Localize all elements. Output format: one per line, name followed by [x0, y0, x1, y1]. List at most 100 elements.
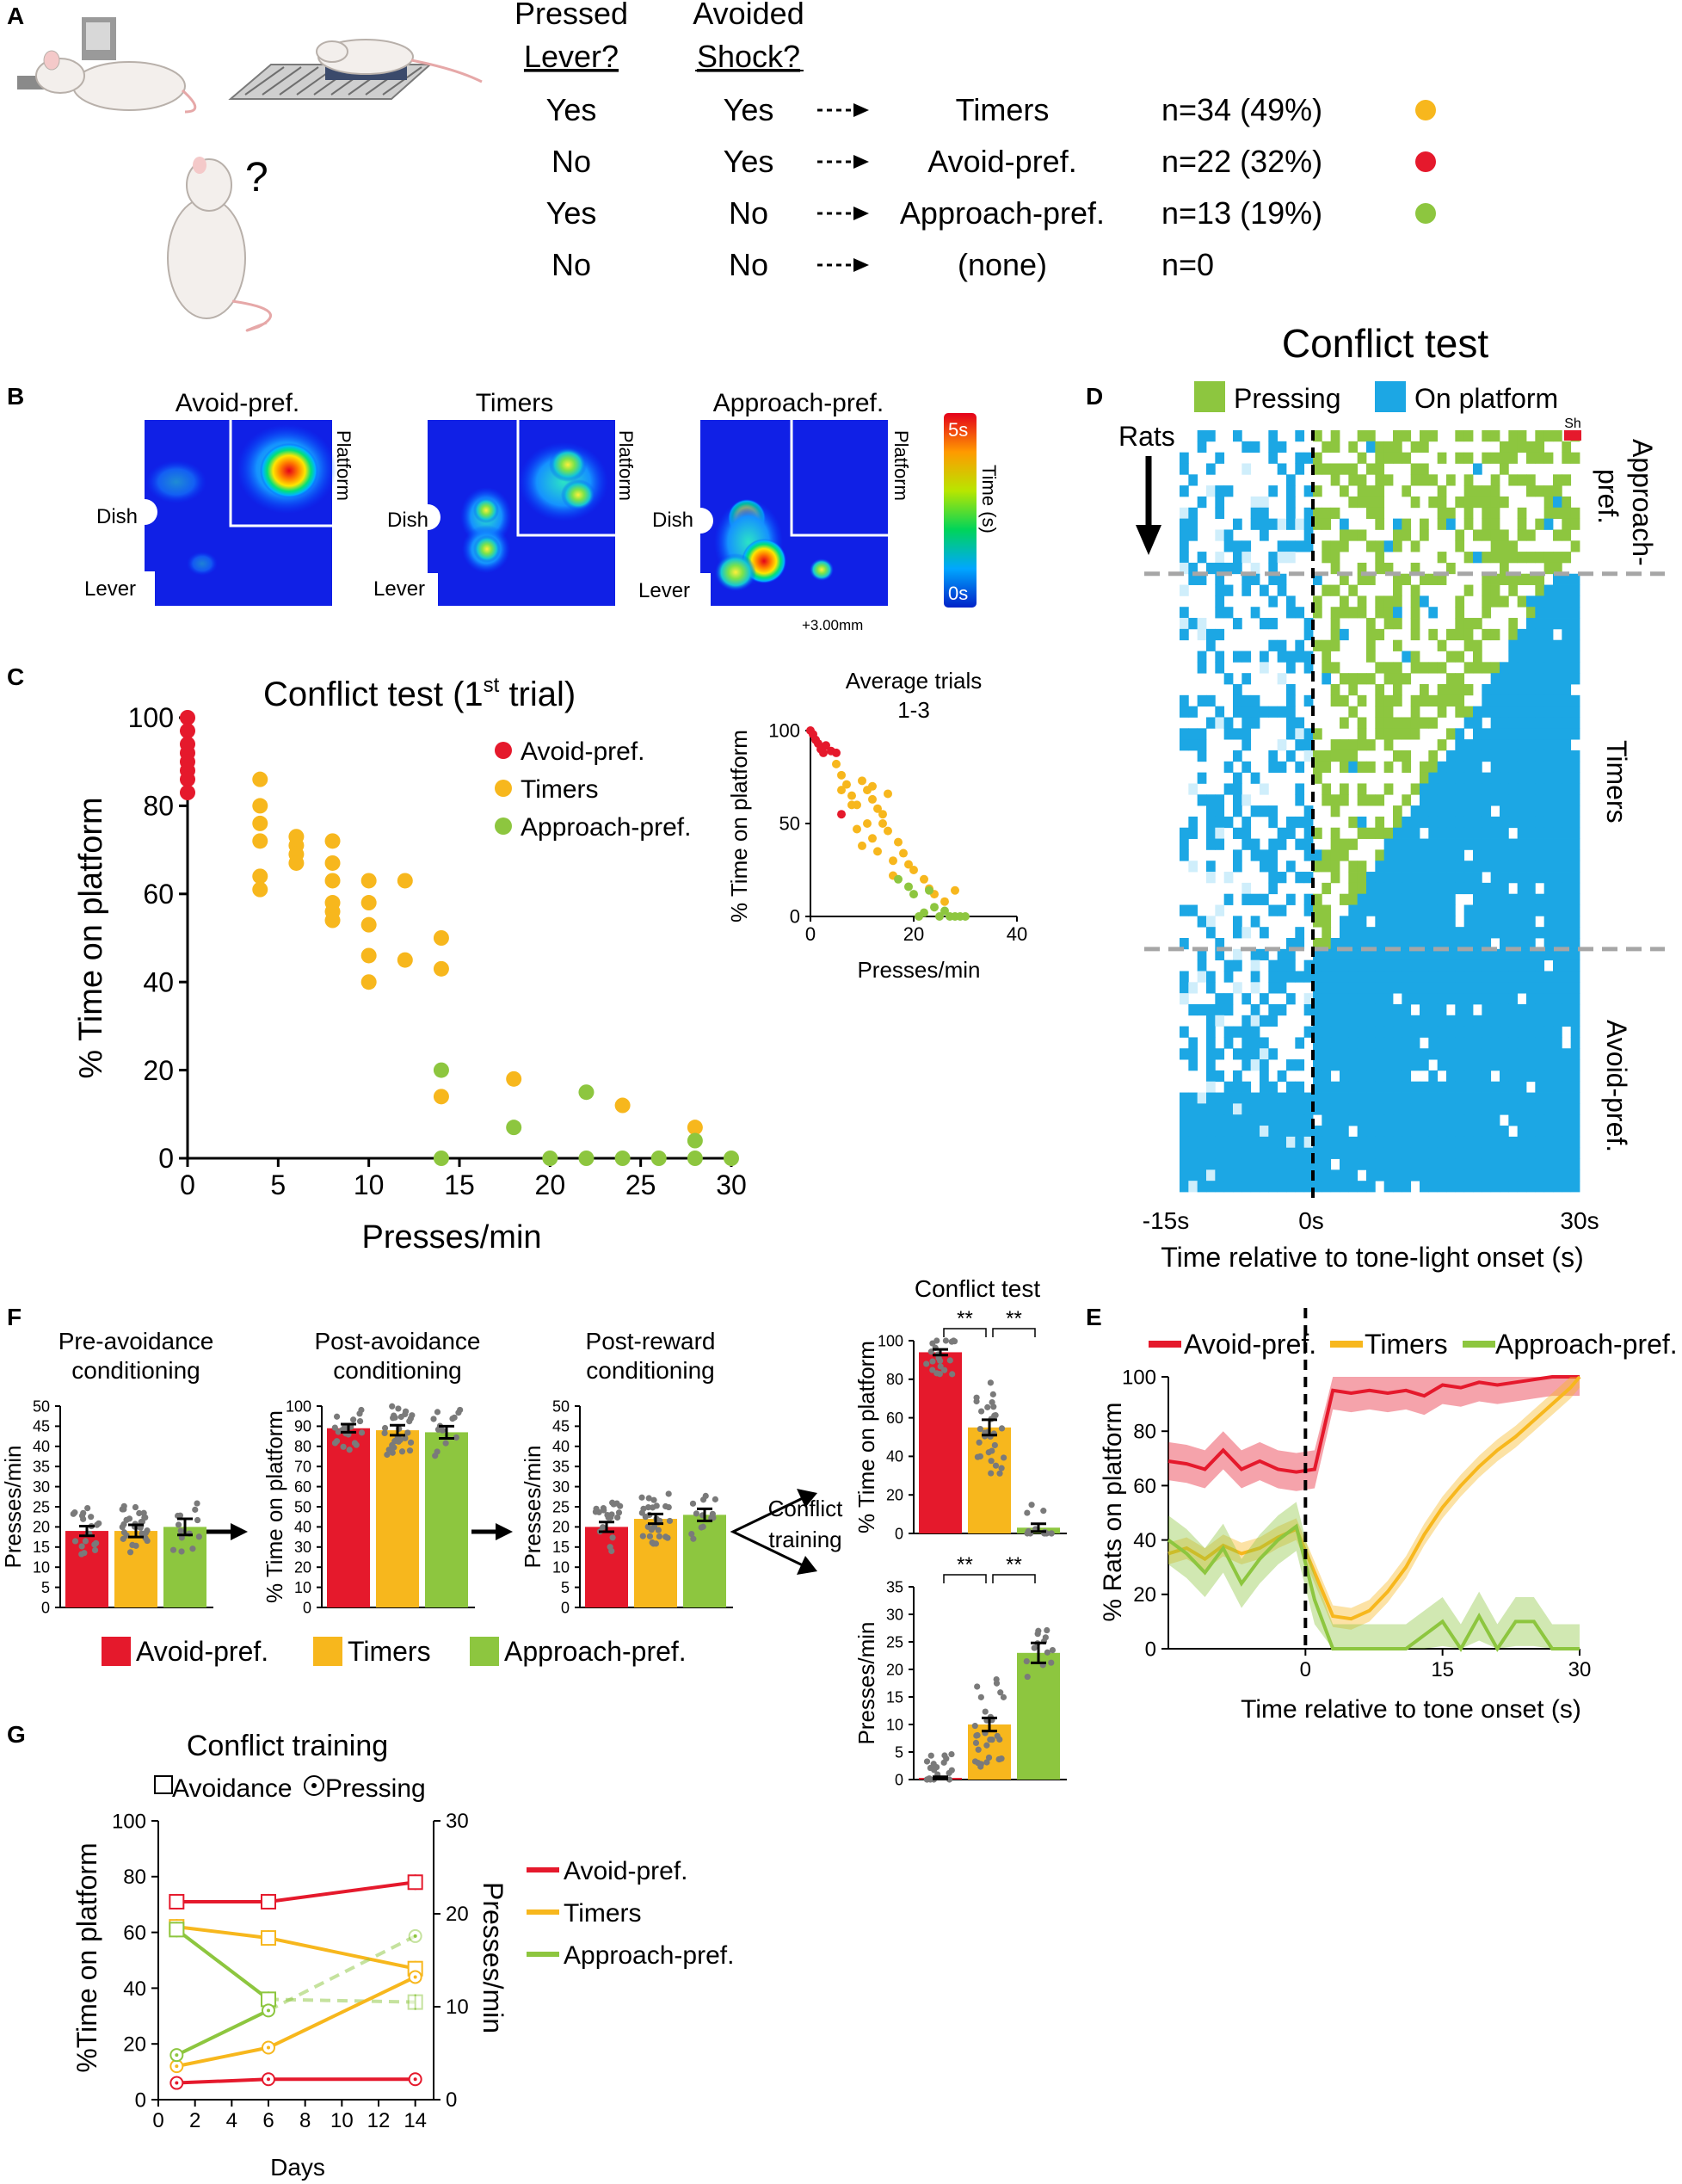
raster-cell	[1570, 1158, 1580, 1170]
raster-cell	[1383, 662, 1394, 674]
raster-cell	[1570, 872, 1580, 884]
raster-cell	[1463, 1147, 1474, 1159]
raster-cell	[1322, 849, 1332, 861]
pressing-marker-dot	[175, 2081, 179, 2085]
raster-cell	[1357, 1059, 1367, 1071]
raster-cell	[1535, 783, 1545, 795]
raster-cell	[1215, 1114, 1225, 1126]
raster-cell	[1553, 971, 1562, 983]
f-subplot-ylabel: % Time on platform	[853, 1341, 879, 1533]
raster-cell	[1482, 452, 1492, 464]
raster-cell	[1197, 430, 1207, 442]
raster-cell	[1420, 948, 1429, 961]
individual-point	[664, 1534, 671, 1541]
raster-cell	[1197, 1169, 1207, 1181]
raster-cell	[1383, 1070, 1394, 1083]
individual-point	[93, 1539, 100, 1546]
raster-cell	[1570, 706, 1580, 718]
raster-cell	[1383, 1048, 1394, 1060]
panel-label-e: E	[1086, 1304, 1102, 1330]
raster-cell	[1295, 1147, 1305, 1159]
raster-cell	[1295, 816, 1305, 829]
raster-cell	[1330, 849, 1340, 861]
scatter-point-timers	[252, 868, 268, 885]
raster-cell	[1500, 959, 1509, 972]
raster-cell	[1570, 816, 1580, 829]
raster-cell	[1322, 1136, 1332, 1149]
raster-cell	[1517, 1158, 1527, 1170]
raster-cell	[1526, 706, 1536, 718]
individual-point	[931, 1765, 938, 1773]
raster-cell	[1490, 959, 1500, 972]
bar-timers	[968, 1724, 1011, 1780]
raster-cell	[1553, 893, 1562, 905]
raster-cell	[1526, 441, 1536, 453]
label-dish-avoid: Dish	[96, 505, 138, 528]
raster-cell	[1490, 783, 1500, 795]
raster-cell	[1180, 628, 1189, 641]
raster-cell	[1428, 971, 1439, 983]
raster-cell	[1500, 838, 1509, 850]
raster-cell	[1482, 849, 1492, 861]
raster-cell	[1268, 959, 1278, 972]
inset-point	[930, 903, 939, 912]
raster-cell	[1348, 1103, 1359, 1115]
raster-cell	[1402, 1048, 1412, 1060]
raster-cell	[1383, 441, 1394, 453]
y-tick-label: 50	[294, 1498, 311, 1515]
raster-cell	[1340, 739, 1349, 751]
raster-cell	[1508, 1015, 1519, 1027]
raster-cell	[1233, 552, 1242, 564]
raster-cell	[1517, 982, 1527, 994]
raster-cell	[1286, 607, 1296, 619]
raster-cell	[1268, 750, 1278, 762]
raster-cell	[1357, 1037, 1367, 1049]
raster-cell	[1517, 430, 1527, 442]
panel-c-title-tail: trial)	[499, 676, 576, 713]
raster-cell	[1402, 717, 1412, 729]
raster-cell	[1543, 1070, 1554, 1083]
raster-cell	[1268, 618, 1278, 630]
raster-cell	[1517, 959, 1527, 972]
raster-cell	[1303, 805, 1314, 817]
raster-cell	[1215, 1103, 1225, 1115]
raster-cell	[1313, 1103, 1322, 1115]
individual-point	[971, 1722, 978, 1730]
individual-point	[381, 1429, 388, 1436]
raster-cell	[1535, 1026, 1545, 1038]
raster-cell	[1366, 948, 1376, 961]
raster-cell	[1517, 552, 1527, 564]
raster-cell	[1490, 739, 1500, 751]
raster-cell	[1570, 1059, 1580, 1071]
raster-cell	[1543, 639, 1554, 651]
raster-cell	[1463, 474, 1474, 486]
raster-cell	[1490, 1026, 1500, 1038]
raster-cell	[1482, 684, 1492, 696]
raster-cell	[1437, 872, 1447, 884]
raster-cell	[1562, 552, 1572, 564]
raster-cell	[1393, 816, 1402, 829]
raster-cell	[1410, 1147, 1420, 1159]
individual-point	[80, 1509, 87, 1516]
x-tick-label: 4	[226, 2109, 237, 2132]
raster-cell	[1553, 959, 1562, 972]
raster-cell	[1535, 1015, 1545, 1027]
raster-cell	[1455, 783, 1465, 795]
raster-cell	[1526, 1114, 1536, 1126]
raster-cell	[1268, 1003, 1278, 1016]
raster-cell	[1482, 1103, 1492, 1115]
raster-cell	[1517, 507, 1527, 520]
raster-cell	[1233, 982, 1242, 994]
c-legend: Avoid-pref. Timers Approach-pref.	[495, 737, 691, 842]
raster-cell	[1402, 927, 1412, 939]
row-group: Avoid-pref.	[927, 144, 1076, 179]
y-tick-label: 35	[552, 1459, 570, 1476]
raster-cell	[1500, 1169, 1509, 1181]
raster-cell	[1223, 717, 1234, 729]
raster-cell	[1250, 507, 1260, 520]
raster-cell	[1500, 904, 1509, 916]
raster-cell	[1410, 805, 1420, 817]
raster-cell	[1446, 750, 1456, 762]
raster-cell	[1570, 651, 1580, 663]
raster-cell	[1322, 1103, 1332, 1115]
